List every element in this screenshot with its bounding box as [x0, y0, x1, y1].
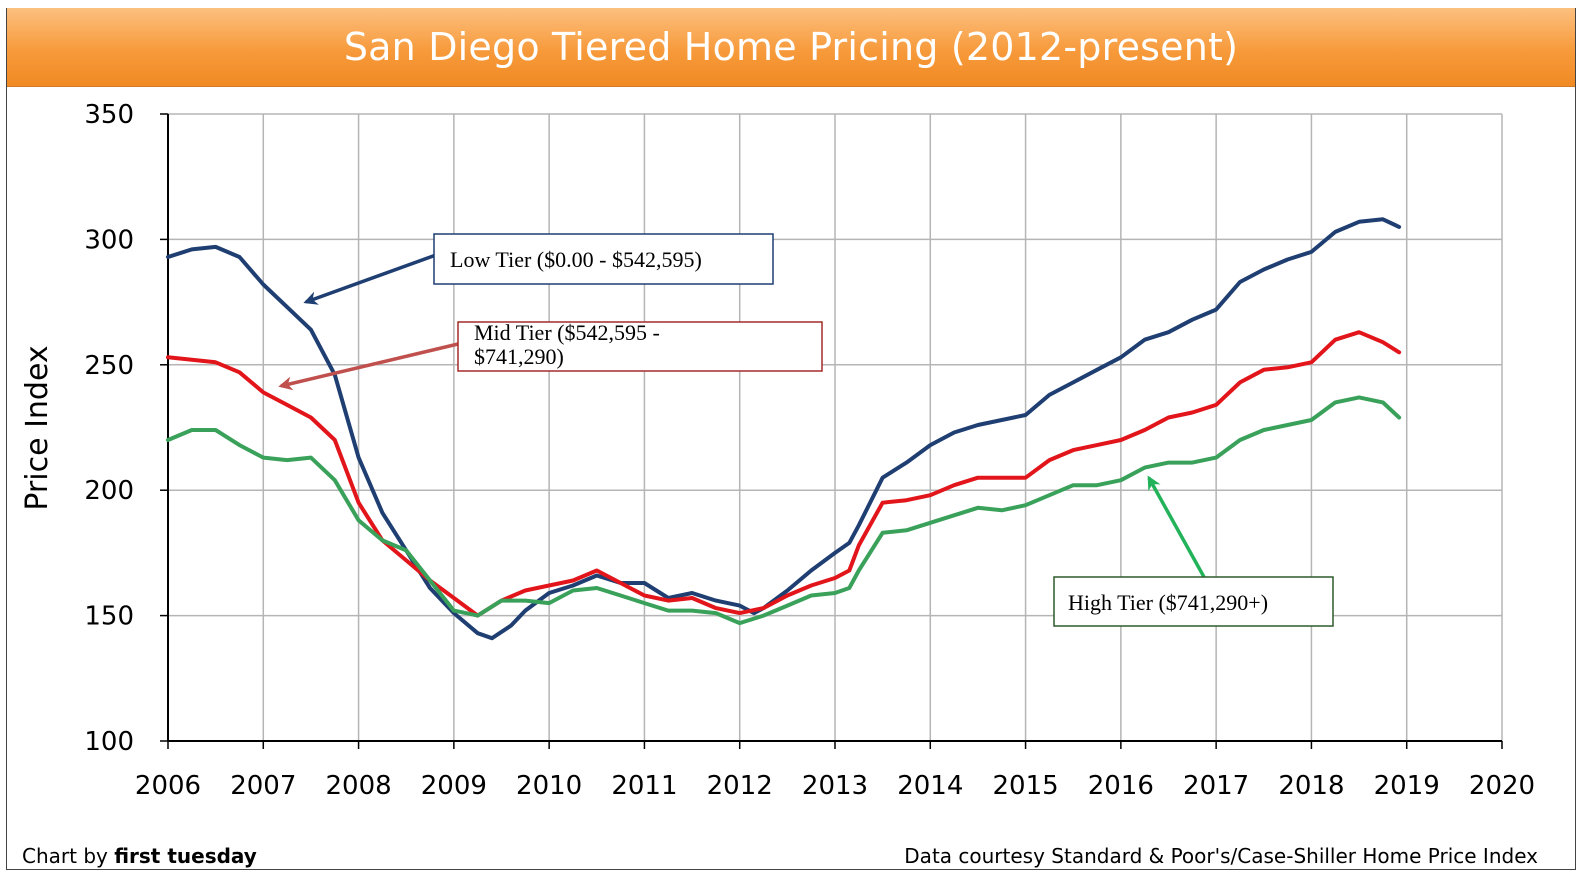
gridlines [168, 113, 1503, 741]
callout-box-mid [457, 321, 823, 372]
chart-frame [6, 8, 1576, 870]
y-tick-label: 150 [84, 602, 134, 632]
callout-label-low: Low Tier ($0.00 - $542,595) [450, 247, 702, 272]
x-tick-labels: 2006 2007 2008 2009 2010 2011 2012 2013 2014 2015… [135, 771, 1535, 801]
series-lines [166, 217, 1402, 641]
callout-label-high: High Tier ($741,290+) [1068, 590, 1268, 615]
callout-arrow-low [303, 249, 448, 305]
title-banner: San Diego Tiered Home Pricing (2012-pres… [7, 8, 1575, 87]
x-tick-label: 2014 [897, 771, 963, 801]
chart-title: San Diego Tiered Home Pricing (2012-pres… [343, 25, 1239, 69]
y-tick-label: 300 [84, 225, 134, 255]
x-tick-label: 2006 [135, 771, 201, 801]
callout-box-high [1053, 576, 1334, 627]
x-tick-label: 2009 [421, 771, 487, 801]
y-axis-label: Price Index [20, 345, 55, 510]
data-source: Data courtesy Standard & Poor's/Case-Shi… [904, 844, 1538, 868]
x-tick-label: 2015 [992, 771, 1058, 801]
chart-credit: Chart by first tuesday [22, 844, 257, 868]
x-tick-label: 2013 [802, 771, 868, 801]
callouts: Low Tier ($0.00 - $542,595) Mid Tier ($54… [278, 233, 1334, 627]
callout-label-mid: $741,290) [474, 344, 564, 369]
x-tick-label: 2018 [1278, 771, 1344, 801]
y-tick-label: 100 [84, 727, 134, 757]
callout-box-low [433, 233, 774, 285]
x-tick-label: 2011 [611, 771, 677, 801]
credit-prefix: Chart by [22, 844, 115, 868]
series-line-low-tier [166, 217, 1402, 641]
y-tick-label: 350 [84, 100, 134, 130]
callout-label-mid: Mid Tier ($542,595 - [474, 320, 660, 345]
y-tick-label: 250 [84, 351, 134, 381]
y-tick-labels: 350 300 250 200 150 100 [84, 100, 134, 757]
x-tick-label: 2007 [230, 771, 296, 801]
x-tick-label: 2019 [1374, 771, 1440, 801]
x-tick-label: 2010 [516, 771, 582, 801]
series-line-high-tier [166, 395, 1402, 626]
y-tick-label: 200 [84, 476, 134, 506]
x-tick-label: 2017 [1183, 771, 1249, 801]
callout-arrow-mid [278, 342, 459, 391]
x-tick-label: 2020 [1469, 771, 1535, 801]
x-tick-label: 2016 [1088, 771, 1154, 801]
credit-name: first tuesday [114, 844, 257, 868]
axes [160, 113, 1503, 749]
callout-arrow-high [1147, 475, 1206, 578]
x-tick-label: 2008 [325, 771, 391, 801]
x-tick-label: 2012 [707, 771, 773, 801]
series-line-mid-tier [166, 330, 1402, 618]
